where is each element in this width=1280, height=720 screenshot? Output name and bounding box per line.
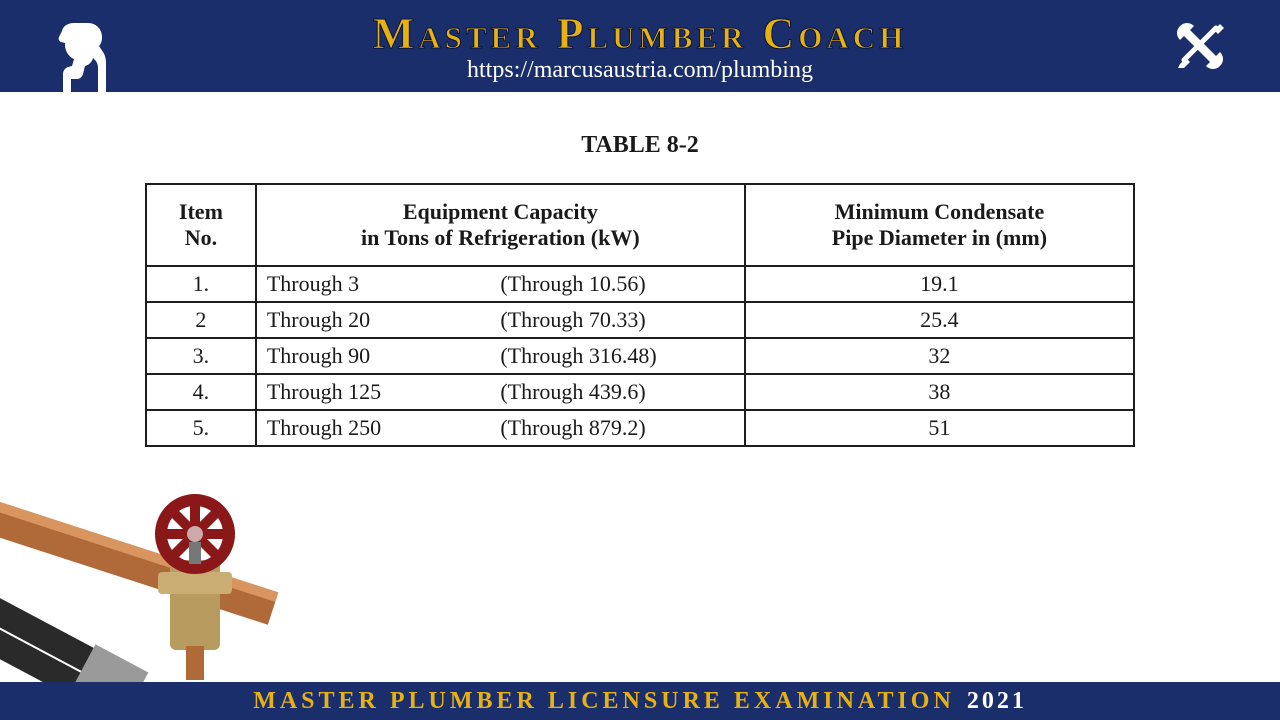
cell-diameter: 32 bbox=[745, 338, 1134, 374]
table-row: 4. Through 125 (Through 439.6) 38 bbox=[146, 374, 1134, 410]
cell-kw: (Through 70.33) bbox=[500, 307, 734, 333]
site-title: Master Plumber Coach bbox=[373, 8, 908, 59]
cell-diameter: 38 bbox=[745, 374, 1134, 410]
content-area: TABLE 8-2 Item No. Equipment Capacity in… bbox=[0, 92, 1280, 682]
cell-item: 4. bbox=[146, 374, 256, 410]
plumbing-photo-decor bbox=[0, 422, 360, 682]
footer-bar: MASTER PLUMBER LICENSURE EXAMINATION 202… bbox=[0, 682, 1280, 720]
cell-capacity: Through 20 (Through 70.33) bbox=[256, 302, 745, 338]
table-row: 5. Through 250 (Through 879.2) 51 bbox=[146, 410, 1134, 446]
cell-tons: Through 250 bbox=[267, 415, 501, 441]
cell-kw: (Through 316.48) bbox=[500, 343, 734, 369]
table-title: TABLE 8-2 bbox=[0, 132, 1280, 159]
cell-item: 1. bbox=[146, 266, 256, 302]
thinker-silhouette-icon bbox=[50, 17, 130, 92]
header-center: Master Plumber Coach https://marcusaustr… bbox=[373, 8, 908, 84]
table-row: 2 Through 20 (Through 70.33) 25.4 bbox=[146, 302, 1134, 338]
footer-year: 2021 bbox=[967, 688, 1027, 715]
cell-kw: (Through 10.56) bbox=[500, 271, 734, 297]
table-header-row: Item No. Equipment Capacity in Tons of R… bbox=[146, 184, 1134, 266]
cell-item: 3. bbox=[146, 338, 256, 374]
col-header-item-l2: No. bbox=[185, 225, 217, 250]
col-header-capacity: Equipment Capacity in Tons of Refrigerat… bbox=[256, 184, 745, 266]
cell-kw: (Through 439.6) bbox=[500, 379, 734, 405]
tools-icon bbox=[1166, 14, 1230, 83]
col-header-diameter: Minimum Condensate Pipe Diameter in (mm) bbox=[745, 184, 1134, 266]
table-row: 3. Through 90 (Through 316.48) 32 bbox=[146, 338, 1134, 374]
cell-tons: Through 20 bbox=[267, 307, 501, 333]
cell-diameter: 25.4 bbox=[745, 302, 1134, 338]
cell-diameter: 19.1 bbox=[745, 266, 1134, 302]
cell-capacity: Through 250 (Through 879.2) bbox=[256, 410, 745, 446]
col-header-item-l1: Item bbox=[179, 199, 223, 224]
footer-text: MASTER PLUMBER LICENSURE EXAMINATION bbox=[253, 688, 955, 715]
header-bar: Master Plumber Coach https://marcusaustr… bbox=[0, 0, 1280, 92]
col-header-item: Item No. bbox=[146, 184, 256, 266]
cell-capacity: Through 3 (Through 10.56) bbox=[256, 266, 745, 302]
site-url: https://marcusaustria.com/plumbing bbox=[373, 57, 908, 84]
table-row: 1. Through 3 (Through 10.56) 19.1 bbox=[146, 266, 1134, 302]
cell-capacity: Through 90 (Through 316.48) bbox=[256, 338, 745, 374]
cell-kw: (Through 879.2) bbox=[500, 415, 734, 441]
cell-capacity: Through 125 (Through 439.6) bbox=[256, 374, 745, 410]
cell-tons: Through 90 bbox=[267, 343, 501, 369]
col-header-cap-l1: Equipment Capacity bbox=[403, 199, 598, 224]
cell-item: 2 bbox=[146, 302, 256, 338]
cell-tons: Through 3 bbox=[267, 271, 501, 297]
col-header-dia-l2: Pipe Diameter in (mm) bbox=[832, 225, 1047, 250]
cell-item: 5. bbox=[146, 410, 256, 446]
cell-tons: Through 125 bbox=[267, 379, 501, 405]
col-header-dia-l1: Minimum Condensate bbox=[835, 199, 1045, 224]
cell-diameter: 51 bbox=[745, 410, 1134, 446]
table-body: 1. Through 3 (Through 10.56) 19.1 2 Thro… bbox=[146, 266, 1134, 446]
col-header-cap-l2: in Tons of Refrigeration (kW) bbox=[361, 225, 640, 250]
condensate-table: Item No. Equipment Capacity in Tons of R… bbox=[145, 183, 1135, 447]
